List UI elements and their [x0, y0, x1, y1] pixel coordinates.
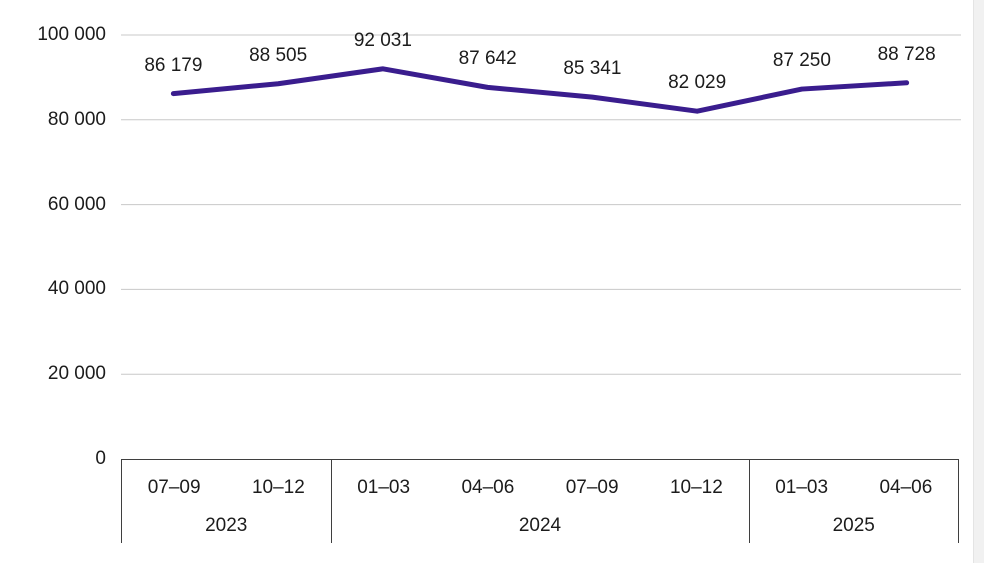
data-point-label: 92 031	[353, 29, 412, 51]
year-label: 2023	[205, 515, 248, 536]
quarter-label: 04–06	[879, 476, 933, 498]
data-point-label: 85 341	[563, 58, 622, 80]
x-axis-table: 07–09 10–12 2023 01–03 04–06 07–09 10–12 2024 01…	[121, 459, 959, 543]
y-tick-label: 20 000	[47, 363, 106, 385]
quarter-label: 07–09	[565, 476, 619, 498]
data-point-label: 88 505	[249, 44, 308, 66]
y-tick-label: 60 000	[47, 193, 106, 215]
quarter-label: 10–12	[251, 476, 305, 498]
y-tick-label: 40 000	[47, 278, 106, 300]
quarter-label: 07–09	[147, 476, 201, 498]
quarter-label: 01–03	[357, 476, 411, 498]
data-point-label: 82 029	[668, 72, 727, 94]
data-point-label: 87 250	[772, 50, 831, 72]
quarter-label: 04–06	[461, 476, 515, 498]
y-tick-label: 100 000	[37, 24, 106, 45]
scrollbar-track[interactable]	[973, 0, 984, 563]
y-tick-label: 80 000	[47, 108, 106, 130]
year-label: 2024	[518, 515, 562, 536]
data-point-label: 88 728	[877, 43, 936, 65]
year-group: 01–03 04–06 2025	[748, 460, 959, 543]
quarter-label: 10–12	[669, 476, 723, 498]
year-group: 07–09 10–12 2023	[121, 460, 331, 543]
year-group: 01–03 04–06 07–09 10–12 2024	[330, 460, 749, 543]
year-label: 2025	[832, 515, 875, 536]
quarter-label: 01–03	[775, 476, 829, 498]
data-point-label: 87 642	[458, 48, 517, 70]
data-point-label: 86 179	[144, 54, 203, 76]
y-tick-label: 0	[95, 448, 106, 469]
trend-line	[170, 66, 910, 114]
